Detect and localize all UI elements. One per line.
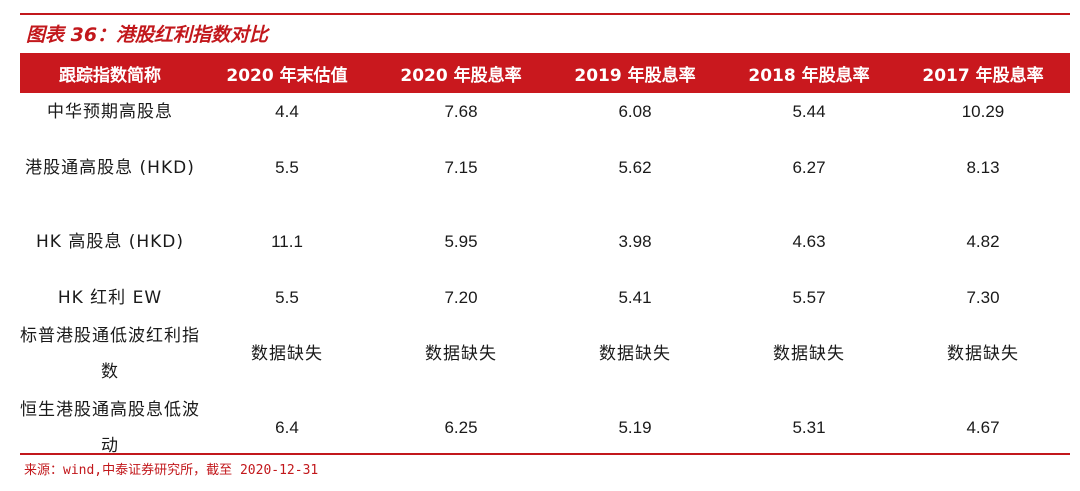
row-name-cell: 恒生港股通高股息低波动 — [20, 400, 200, 456]
value-cell: 6.4 — [275, 418, 299, 437]
value-cell: 3.98 — [618, 232, 652, 251]
column-header: 2020 年末估值 — [200, 53, 374, 93]
value-cell: 数据缺失 — [251, 344, 323, 364]
table-row: 港股通高股息 (HKD) 5.5 7.15 5.62 6.27 8.13 — [20, 131, 1070, 205]
value-cell: 5.5 — [275, 288, 299, 307]
value-cell: 4.82 — [966, 232, 1000, 251]
value-cell: 5.19 — [618, 418, 652, 437]
row-name-cell: 标普港股通低波红利指数 — [20, 326, 200, 382]
top-rule — [20, 13, 1070, 15]
column-header: 2019 年股息率 — [548, 53, 722, 93]
table-row: 恒生港股通高股息低波动 6.4 6.25 5.19 5.31 4.67 — [20, 391, 1070, 465]
figure-title: 图表 36：港股红利指数对比 — [26, 24, 269, 46]
value-cell: 11.1 — [271, 232, 303, 251]
row-name-cell: HK 高股息 (HKD) — [35, 232, 185, 252]
value-cell: 5.57 — [792, 288, 826, 307]
value-cell: 5.31 — [792, 418, 826, 437]
value-cell: 10.29 — [961, 102, 1005, 121]
table-row: HK 高股息 (HKD) 11.1 5.95 3.98 4.63 4.82 — [20, 205, 1070, 279]
value-cell: 4.4 — [275, 102, 299, 121]
value-cell: 7.30 — [966, 288, 1000, 307]
value-cell: 6.25 — [444, 418, 478, 437]
value-cell: 4.67 — [966, 418, 1000, 437]
value-cell: 7.15 — [444, 158, 478, 177]
value-cell: 5.62 — [618, 158, 652, 177]
row-name-cell: 中华预期高股息 — [47, 102, 173, 122]
value-cell: 5.41 — [618, 288, 652, 307]
source-note: 来源：wind,中泰证券研究所，截至 2020-12-31 — [24, 463, 319, 478]
value-cell: 5.95 — [444, 232, 478, 251]
table-row: 标普港股通低波红利指数 数据缺失 数据缺失 数据缺失 数据缺失 数据缺失 — [20, 317, 1070, 391]
value-cell: 7.20 — [444, 288, 478, 307]
index-comparison-table: 跟踪指数简称 2020 年末估值 2020 年股息率 2019 年股息率 201… — [20, 53, 1070, 465]
table-row: 中华预期高股息 4.4 7.68 6.08 5.44 10.29 — [20, 93, 1070, 131]
value-cell: 4.63 — [792, 232, 826, 251]
column-header: 2020 年股息率 — [374, 53, 548, 93]
column-header: 跟踪指数简称 — [20, 53, 200, 93]
value-cell: 数据缺失 — [599, 344, 671, 364]
value-cell: 数据缺失 — [425, 344, 497, 364]
value-cell: 5.5 — [275, 158, 299, 177]
value-cell: 8.13 — [966, 158, 1000, 177]
value-cell: 数据缺失 — [773, 344, 845, 364]
value-cell: 6.27 — [792, 158, 826, 177]
column-header: 2017 年股息率 — [896, 53, 1070, 93]
bottom-rule — [20, 453, 1070, 455]
row-name-cell: HK 红利 EW — [57, 288, 163, 308]
column-header: 2018 年股息率 — [722, 53, 896, 93]
table-row: HK 红利 EW 5.5 7.20 5.41 5.57 7.30 — [20, 279, 1070, 317]
value-cell: 5.44 — [792, 102, 826, 121]
value-cell: 数据缺失 — [947, 344, 1019, 364]
value-cell: 7.68 — [444, 102, 478, 121]
table-header-row: 跟踪指数简称 2020 年末估值 2020 年股息率 2019 年股息率 201… — [20, 53, 1070, 93]
value-cell: 6.08 — [618, 102, 652, 121]
row-name-cell: 港股通高股息 (HKD) — [25, 158, 195, 178]
